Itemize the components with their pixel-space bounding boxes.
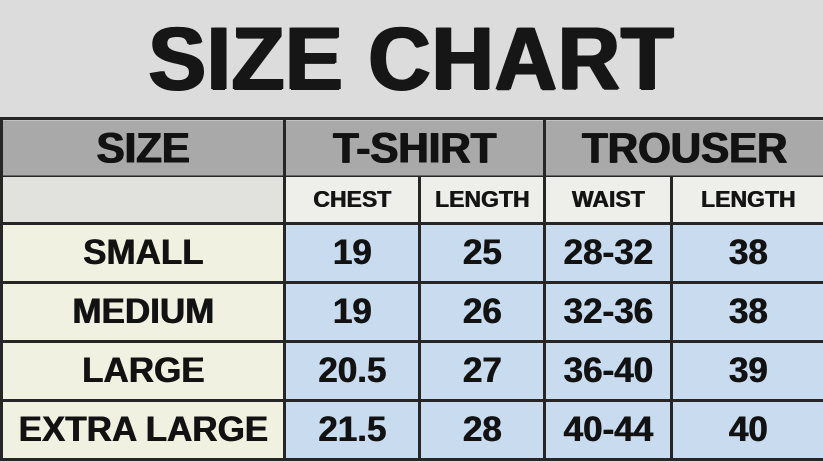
value-cell-trouser-length: 39 [670, 340, 823, 402]
value-cell-trouser-length: 38 [670, 281, 823, 343]
title-block: SIZE CHART [0, 0, 823, 117]
subheader-tshirt-length: LENGTH [417, 174, 547, 225]
page-title: SIZE CHART [148, 8, 675, 109]
table-row-extra-large: EXTRA LARGE 21.5 28 40-44 40 [0, 399, 823, 461]
size-label-cell: LARGE [0, 340, 286, 402]
subheader-trouser-length: LENGTH [670, 174, 823, 225]
value-cell-chest: 19 [283, 281, 421, 343]
value-cell-waist: 40-44 [543, 399, 674, 461]
value-cell-chest: 21.5 [283, 399, 421, 461]
value-cell-waist: 32-36 [543, 281, 674, 343]
header-trouser: TROUSER [543, 116, 823, 178]
size-label-cell: SMALL [0, 222, 286, 284]
size-table: SIZE T-SHIRT TROUSER CHEST LENGTH WAIST … [0, 116, 823, 461]
value-cell-chest: 19 [283, 222, 421, 284]
subheader-empty-cell [0, 174, 286, 225]
header-size: SIZE [0, 116, 286, 178]
header-tshirt: T-SHIRT [282, 116, 547, 178]
value-cell-waist: 28-32 [543, 222, 674, 284]
value-cell-chest: 20.5 [283, 340, 421, 402]
value-cell-tshirt-length: 25 [417, 222, 547, 284]
size-label-cell: MEDIUM [0, 281, 286, 343]
table-row-small: SMALL 19 25 28-32 38 [0, 222, 823, 284]
table-row-large: LARGE 20.5 27 36-40 39 [0, 340, 823, 402]
table-group-header-row: SIZE T-SHIRT TROUSER [0, 116, 823, 178]
size-label-cell: EXTRA LARGE [0, 399, 286, 461]
value-cell-tshirt-length: 28 [417, 399, 547, 461]
value-cell-trouser-length: 38 [670, 222, 823, 284]
table-row-medium: MEDIUM 19 26 32-36 38 [0, 281, 823, 343]
value-cell-tshirt-length: 27 [417, 340, 547, 402]
value-cell-tshirt-length: 26 [417, 281, 547, 343]
table-sub-header-row: CHEST LENGTH WAIST LENGTH [0, 174, 823, 225]
value-cell-trouser-length: 40 [670, 399, 823, 461]
subheader-waist: WAIST [543, 174, 674, 225]
value-cell-waist: 36-40 [543, 340, 674, 402]
subheader-chest: CHEST [283, 174, 421, 225]
